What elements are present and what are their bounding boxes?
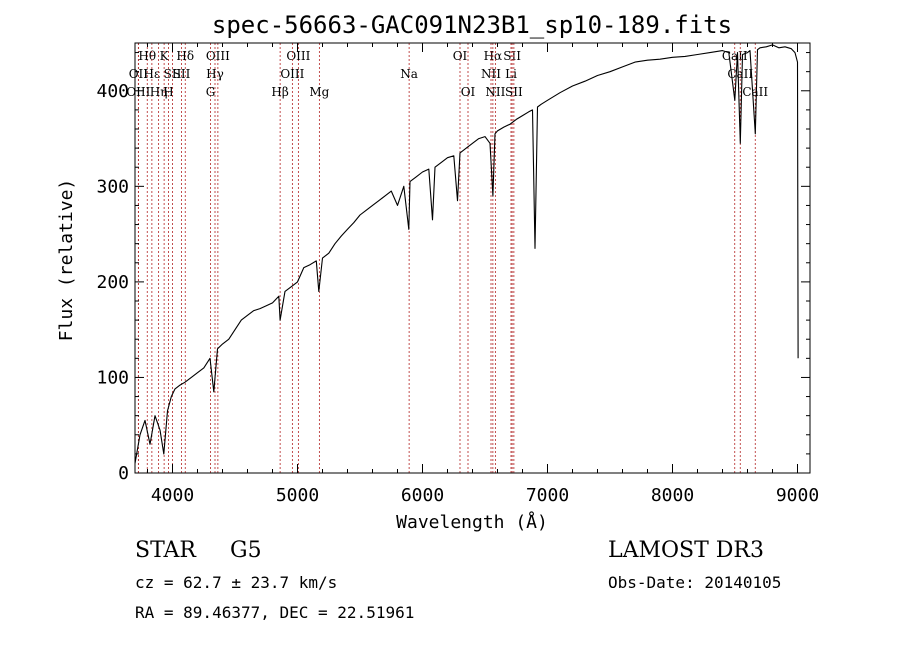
x-tick-label: 9000	[776, 485, 819, 506]
plot-frame	[134, 42, 811, 474]
line-marker-label: Mg	[309, 85, 329, 99]
spectrum-line	[134, 44, 799, 464]
line-marker-label: H	[163, 85, 173, 99]
line-marker-label: Hβ	[271, 85, 288, 99]
x-tick-label: 7000	[526, 485, 569, 506]
x-tick-label: 5000	[276, 485, 319, 506]
survey-label: LAMOST DR3	[608, 538, 764, 563]
line-marker-label: Hθ	[138, 49, 156, 63]
coordinates-text: RA = 89.46377, DEC = 22.51961	[135, 603, 415, 622]
line-marker-label: OIII	[280, 67, 304, 81]
line-marker-label: K	[160, 49, 170, 63]
y-tick-label: 400	[96, 81, 129, 102]
y-tick-label: 200	[96, 272, 129, 293]
line-marker-label: CaII	[742, 85, 768, 99]
chart-title: spec-56663-GAC091N23B1_sp10-189.fits	[212, 11, 732, 39]
class-label: STAR	[135, 538, 196, 563]
line-marker-label: SII	[503, 49, 521, 63]
x-axis-label: Wavelength (Å)	[396, 511, 548, 533]
y-axis: 0 100 200 300 400	[96, 52, 810, 484]
line-marker-label: Hδ	[176, 49, 194, 63]
line-marker-label: Hε	[144, 67, 161, 81]
subclass-label: G5	[230, 538, 262, 563]
x-axis: 4000 5000 6000 7000 8000 9000	[147, 43, 819, 506]
line-marker-label: OI	[453, 49, 468, 63]
line-marker-label: SII	[164, 67, 182, 81]
y-tick-label: 300	[96, 176, 129, 197]
series-group	[134, 44, 799, 464]
x-tick-label: 6000	[401, 485, 444, 506]
line-marker-label: NII	[481, 67, 501, 81]
line-marker-label: NII	[485, 85, 505, 99]
line-marker-label: G	[206, 85, 216, 99]
x-tick-label: 8000	[651, 485, 694, 506]
line-marker-label: OI	[461, 85, 476, 99]
redshift-text: cz = 62.7 ± 23.7 km/s	[135, 573, 338, 592]
y-tick-label: 0	[118, 463, 129, 484]
line-marker-label: Li	[505, 67, 517, 81]
line-marker-label: SII	[505, 85, 523, 99]
line-marker-label: OIII	[126, 85, 150, 99]
obs-date-text: Obs-Date: 20140105	[608, 573, 782, 592]
line-marker-label: Hη	[150, 85, 168, 99]
line-marker-label: SII	[173, 67, 191, 81]
y-axis-label: Flux (relative)	[56, 179, 77, 342]
x-tick-label: 4000	[151, 485, 194, 506]
line-marker-label: OIII	[286, 49, 310, 63]
line-marker-label: OIII	[206, 49, 230, 63]
line-marker-label: Hα	[484, 49, 503, 63]
line-marker-label: OII	[129, 67, 149, 81]
line-marker-label: Na	[400, 67, 418, 81]
line-marker-label: Hγ	[206, 67, 224, 81]
object-class: STAR G5	[135, 538, 262, 563]
y-tick-label: 100	[96, 367, 129, 388]
line-marker-label: CaII	[727, 67, 753, 81]
